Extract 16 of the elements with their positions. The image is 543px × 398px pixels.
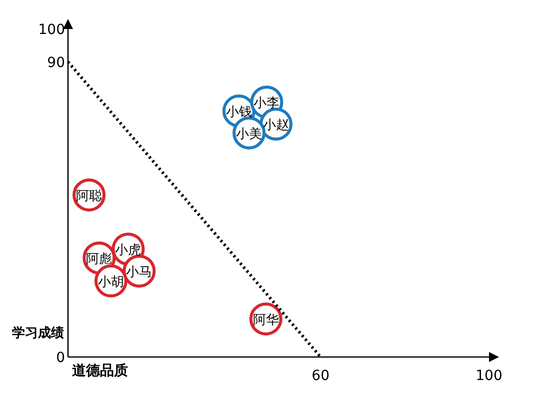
annotation: 阿华: [252, 312, 279, 328]
annotation: 阿聪: [76, 188, 102, 204]
y-tick-label: 100: [38, 22, 65, 38]
x-tick-label: 60: [312, 368, 330, 384]
x-axis-title: 道德品质: [71, 362, 128, 379]
annotation: 小赵: [262, 118, 289, 134]
annotation: 小马: [126, 265, 152, 280]
annotation: 阿彪: [86, 252, 112, 267]
y-tick-label: 90: [47, 54, 65, 71]
annotation: 小美: [236, 126, 262, 142]
annotation: 小胡: [98, 274, 124, 290]
y-axis-title: 学习成绩: [12, 325, 64, 340]
annotation: 小李: [254, 96, 280, 112]
y-tick-label: 0: [56, 350, 65, 366]
annotation: 小虎: [115, 243, 142, 258]
annotation: 小钱: [226, 105, 252, 120]
